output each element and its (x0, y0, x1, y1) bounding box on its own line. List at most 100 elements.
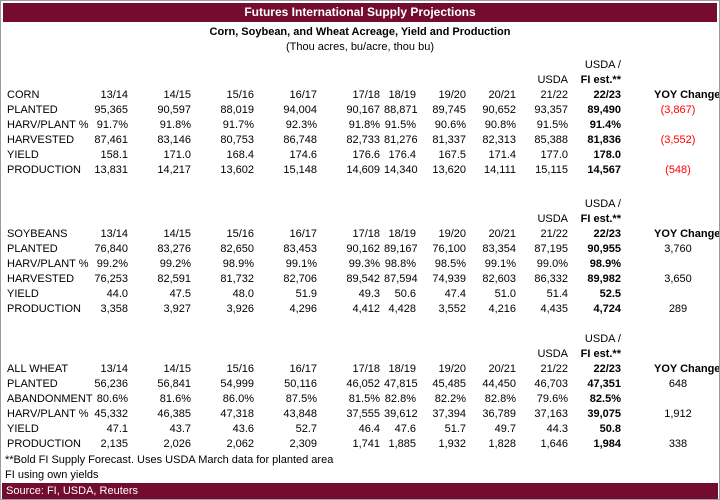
value-cell: 1,741 (352, 438, 380, 450)
value-cell: 2,135 (100, 438, 128, 450)
value-cell: 80,753 (220, 134, 254, 146)
section-table-soybeans: USDA / USDA FI est.** SOYBEANS 13/14 14/15 15/… (3, 197, 719, 317)
value-cell: 82,650 (220, 243, 254, 255)
value-cell: 49.7 (494, 423, 516, 435)
value-cell: 81.5% (348, 393, 380, 405)
value-cell: 74,939 (432, 273, 466, 285)
value-cell: 81,337 (432, 134, 466, 146)
value-cell: 98.9% (222, 258, 254, 270)
section-name: ALL WHEAT (7, 363, 69, 375)
year-header: 22/23 (593, 228, 621, 240)
value-cell: 52.5 (599, 288, 621, 300)
value-cell: 13,831 (94, 164, 128, 176)
row-label: PLANTED (7, 378, 58, 390)
footnote-forecast: **Bold FI Supply Forecast. Uses USDA Mar… (5, 454, 334, 466)
year-header: 21/22 (540, 89, 568, 101)
value-cell: 83,276 (157, 243, 191, 255)
value-cell: 76,253 (94, 273, 128, 285)
spacer-cell (195, 197, 258, 212)
value-cell: 89,982 (587, 273, 621, 285)
value-cell: 81,836 (587, 134, 621, 146)
year-header: 15/16 (226, 228, 254, 240)
value-cell: 14,609 (346, 164, 380, 176)
value-cell: 2,026 (163, 438, 191, 450)
row-label: YIELD (7, 423, 39, 435)
footnote-yields: FI using own yields (5, 469, 99, 481)
spacer-cell (470, 197, 520, 212)
value-cell: 171.0 (163, 149, 191, 161)
value-cell: 91.4% (589, 119, 621, 131)
value-cell: 1,984 (593, 438, 621, 450)
value-cell: 46,703 (534, 378, 568, 390)
year-header: 16/17 (289, 89, 317, 101)
yoy-header: YOY Changes (654, 363, 720, 375)
table-row: PLANTED 76,840 83,276 82,650 83,453 90,162 89,… (3, 242, 719, 257)
section-name: SOYBEANS (7, 228, 68, 240)
value-cell: 43.7 (169, 423, 191, 435)
value-cell: 39,612 (384, 408, 418, 420)
table-row: PRODUCTION 13,831 14,217 13,602 15,148 14,609… (3, 163, 719, 178)
value-cell: 56,841 (157, 378, 191, 390)
value-cell: 176.4 (388, 149, 416, 161)
spacer-cell (420, 212, 470, 227)
value-cell: 85,388 (534, 134, 568, 146)
spacer-cell (384, 332, 420, 347)
value-cell: 82.8% (384, 393, 416, 405)
value-cell: 89,490 (587, 104, 621, 116)
table-row: HARV/PLANT % 45,332 46,385 47,318 43,848 37,5… (3, 407, 719, 422)
row-label: YIELD (7, 288, 39, 300)
value-cell: 87.5% (285, 393, 317, 405)
value-cell: 51.7 (444, 423, 466, 435)
value-cell: 174.6 (289, 149, 317, 161)
spacer-cell (470, 332, 520, 347)
value-cell: 4,216 (488, 303, 516, 315)
yoy-value: 289 (668, 303, 688, 315)
year-header: 22/23 (593, 363, 621, 375)
value-cell: 47,351 (587, 378, 621, 390)
year-header: 22/23 (593, 89, 621, 101)
value-cell: 90.6% (434, 119, 466, 131)
year-header: 17/18 (352, 89, 380, 101)
value-cell: 44,450 (482, 378, 516, 390)
spacer-cell (625, 347, 719, 362)
value-cell: 91.5% (384, 119, 416, 131)
spacer-cell (3, 73, 93, 88)
value-cell: 39,075 (587, 408, 621, 420)
spacer-cell (384, 197, 420, 212)
value-cell: 91.8% (348, 119, 380, 131)
year-header: 19/20 (438, 228, 466, 240)
spacer-cell (258, 332, 321, 347)
value-cell: 4,724 (593, 303, 621, 315)
spacer-cell (384, 347, 420, 362)
value-cell: 45,332 (94, 408, 128, 420)
yoy-value: (3,867) (660, 104, 696, 116)
value-cell: 82.2% (434, 393, 466, 405)
value-cell: 3,552 (438, 303, 466, 315)
value-cell: 99.1% (484, 258, 516, 270)
spacer-cell (258, 347, 321, 362)
value-cell: 99.3% (348, 258, 380, 270)
usda-slash-header: USDA / (584, 59, 621, 71)
value-cell: 83,453 (283, 243, 317, 255)
yoy-value: 338 (668, 438, 688, 450)
spacer-cell (384, 212, 420, 227)
year-header: 19/20 (438, 89, 466, 101)
year-header: 20/21 (488, 363, 516, 375)
fi-est-header: FI est.** (580, 74, 621, 86)
table-row: ABANDONMENT 80.6% 81.6% 86.0% 87.5% 81.5% 82.8… (3, 392, 719, 407)
spacer-cell (420, 73, 470, 88)
value-cell: 37,394 (432, 408, 466, 420)
value-cell: 13,620 (432, 164, 466, 176)
year-header: 19/20 (438, 363, 466, 375)
value-cell: 91.7% (96, 119, 128, 131)
year-header: 16/17 (289, 363, 317, 375)
value-cell: 91.5% (536, 119, 568, 131)
table-row: YIELD 158.1 171.0 168.4 174.6 176.6 176.4 167.5… (3, 148, 719, 163)
year-header: 18/19 (388, 363, 416, 375)
value-cell: 90,652 (482, 104, 516, 116)
spacer-cell (258, 212, 321, 227)
value-cell: 44.3 (546, 423, 568, 435)
value-cell: 47.4 (444, 288, 466, 300)
yoy-value: (3,552) (660, 134, 696, 146)
